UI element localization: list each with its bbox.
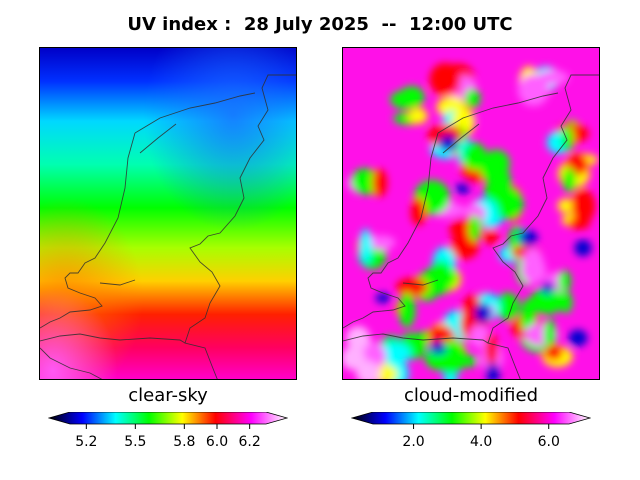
clear-sky-label: clear-sky <box>128 385 208 406</box>
cloud-modified-map <box>342 47 600 380</box>
colorbar-tick-label: 2.0 <box>402 434 425 450</box>
coastline-borders <box>40 74 296 379</box>
colorbar-tick-label: 5.8 <box>173 434 196 450</box>
colorbar-tick-label: 4.0 <box>469 434 493 450</box>
colorbar-tick-label: 6.0 <box>205 434 229 450</box>
map-title: UV index : 28 July 2025 -- 12:00 UTC <box>127 14 513 35</box>
cloud-modified-label: cloud-modified <box>403 385 539 406</box>
coastline-borders-right <box>343 74 599 379</box>
cloud-modified-colorbar <box>351 412 591 429</box>
colorbar-tick-label: 6.2 <box>238 434 261 450</box>
colorbar-tick-label: 6.0 <box>537 434 560 450</box>
colorbar-tick-label: 5.5 <box>124 434 147 450</box>
colorbar-tick-label: 5.2 <box>75 434 98 450</box>
clear-sky-colorbar <box>48 412 288 429</box>
clear-sky-map <box>39 47 297 380</box>
